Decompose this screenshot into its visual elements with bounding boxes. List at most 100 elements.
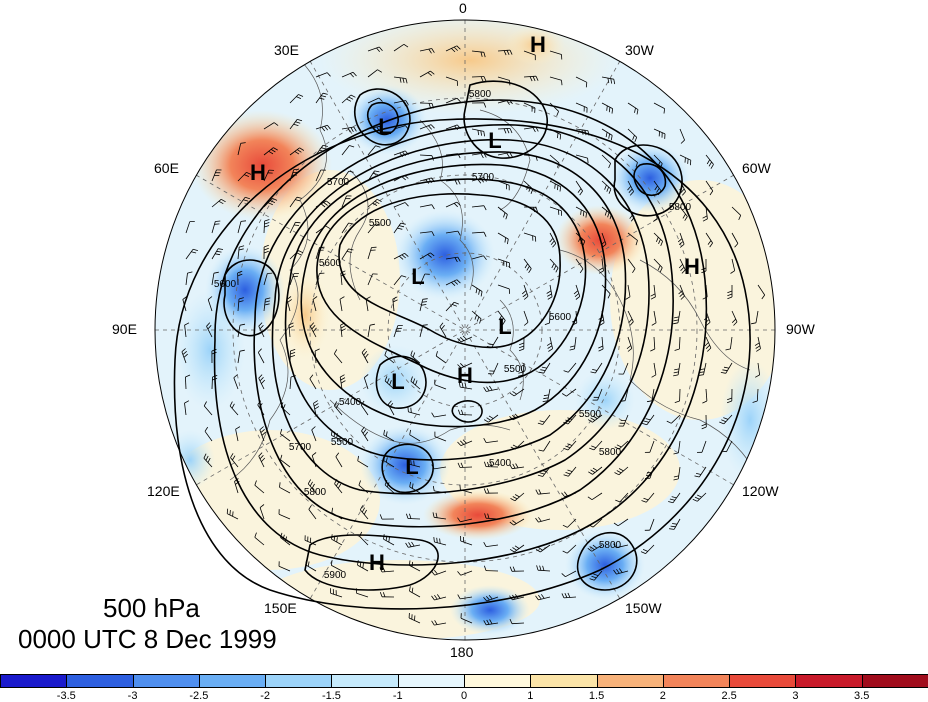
wind-barb-feather — [404, 253, 409, 257]
wind-barb-feather — [192, 248, 199, 251]
wind-barb-feather — [640, 551, 646, 554]
wind-barb-feather — [232, 455, 236, 461]
wind-barb-feather — [498, 315, 502, 321]
wind-barb — [359, 509, 369, 520]
time-label: 0000 UTC 8 Dec 1999 — [18, 624, 277, 654]
wind-barb-feather — [239, 245, 245, 248]
wind-barb-feather — [279, 482, 281, 488]
wind-barb — [756, 388, 759, 402]
wind-barb-feather — [719, 421, 725, 425]
wind-barb-feather — [254, 480, 257, 486]
wind-barb-feather — [672, 523, 678, 525]
wind-barb — [755, 310, 759, 323]
wind-barb-feather — [451, 304, 457, 307]
wind-barb-feather — [244, 196, 251, 200]
wind-barb — [381, 570, 395, 573]
wind-barb-feather — [488, 415, 494, 419]
wind-barb — [549, 336, 553, 349]
wind-barb — [491, 336, 499, 348]
wind-barb-feather — [616, 444, 622, 448]
pressure-center: L — [488, 128, 501, 153]
wind-barb-feather — [410, 459, 412, 465]
wind-barb-feather — [460, 440, 464, 445]
wind-barb-feather — [427, 254, 432, 258]
wind-barb-feather — [541, 366, 547, 369]
wind-barb-feather — [512, 391, 517, 395]
wind-barb-feather — [288, 322, 294, 326]
wind-barb-feather — [457, 594, 461, 600]
wind-barb — [445, 256, 458, 260]
wind-barb-feather — [598, 345, 603, 349]
wind-barb-feather — [311, 452, 317, 456]
wind-barb-feather — [254, 532, 257, 538]
wind-barb — [618, 440, 629, 450]
wind-barb — [419, 231, 432, 234]
wind-barb — [601, 154, 611, 164]
wind-barb — [211, 248, 219, 260]
wind-barb-feather — [632, 268, 636, 274]
colorbar-segment — [265, 674, 333, 688]
lon-label-150e: 150E — [264, 600, 297, 616]
wind-barb — [575, 180, 583, 192]
wind-barb-feather — [535, 595, 539, 601]
wind-barb-feather — [296, 96, 302, 99]
wind-barb-feather — [388, 537, 390, 543]
wind-barb — [601, 336, 604, 350]
contour-label: 5700 — [472, 172, 495, 183]
wind-barb — [206, 326, 213, 338]
wind-barb-feather — [483, 387, 487, 392]
wind-barb-feather — [567, 443, 573, 446]
wind-barb — [460, 362, 473, 369]
wind-barb — [549, 76, 562, 81]
wind-barb-feather — [519, 345, 525, 349]
wind-barb — [459, 414, 473, 416]
wind-barb — [460, 518, 473, 523]
wind-barb-feather — [512, 496, 518, 500]
wind-barb-feather — [484, 461, 487, 467]
wind-barb — [383, 460, 395, 468]
wind-barb — [367, 325, 371, 338]
wind-barb-feather — [591, 575, 597, 579]
wind-barb — [566, 544, 577, 554]
wind-barb — [419, 204, 432, 208]
wind-barb-feather — [483, 488, 487, 494]
wind-barb-feather — [389, 380, 392, 386]
wind-barb — [567, 414, 577, 425]
wind-barb-feather — [489, 385, 493, 391]
wind-barb-feather — [238, 248, 244, 251]
wind-barb-feather — [634, 137, 638, 143]
wind-barb-feather — [559, 134, 562, 140]
wind-barb-feather — [635, 162, 638, 168]
wind-barb — [627, 336, 633, 349]
wind-barb-feather — [218, 248, 224, 250]
wind-barb-feather — [411, 561, 413, 567]
wind-barb-feather — [509, 392, 515, 397]
pressure-center: H — [684, 254, 700, 279]
wind-barb-feather — [350, 73, 354, 78]
wind-barb — [592, 518, 603, 528]
wind-barb-feather — [483, 52, 486, 58]
wind-barb — [549, 102, 559, 112]
wind-barb-feather — [673, 371, 679, 374]
wind-barb — [184, 403, 187, 416]
wind-barb-feather — [331, 507, 334, 513]
wind-barb-feather — [364, 374, 369, 378]
wind-barb-feather — [456, 201, 461, 206]
wind-barb-feather — [480, 76, 484, 82]
wind-barb — [471, 255, 484, 260]
wind-barb-feather — [582, 211, 585, 217]
wind-barb-feather — [708, 161, 712, 167]
wind-barb-feather — [613, 543, 617, 548]
wind-barb — [419, 177, 432, 182]
wind-barb-feather — [537, 474, 543, 477]
wind-barb-feather — [297, 119, 303, 122]
lon-label-90e: 90E — [112, 321, 137, 337]
wind-barb-feather — [727, 290, 733, 294]
wind-barb-feather — [509, 464, 513, 469]
wind-barb-feather — [259, 377, 264, 382]
wind-barb — [471, 152, 484, 156]
colorbar-tick-label: 1 — [527, 690, 534, 702]
wind-barb-feather — [523, 321, 529, 326]
wind-barb — [419, 273, 426, 286]
wind-barb — [211, 198, 222, 208]
